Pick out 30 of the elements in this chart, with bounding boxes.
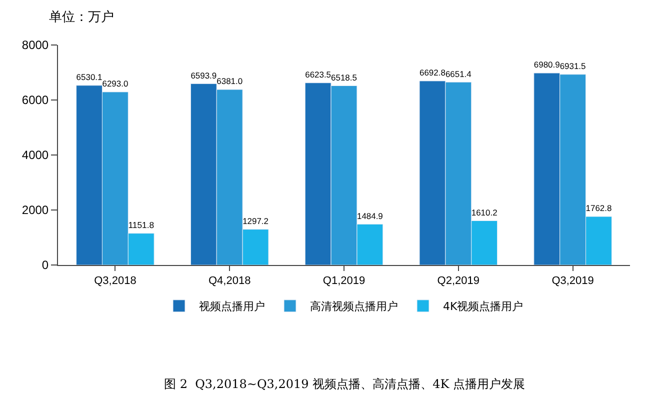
caption: 图 2 Q3,2018~Q3,2019 视频点播、高清点播、4K 点播用户发展 xyxy=(164,377,526,391)
data-label: 1610.2 xyxy=(471,207,498,218)
text: 单位：万户 xyxy=(49,10,114,25)
legend-label: 高清视频点播用户 xyxy=(310,300,398,314)
data-label: 6651.4 xyxy=(445,68,472,79)
y-tick-label: 8000 xyxy=(22,38,49,52)
y-tick-label: 4000 xyxy=(22,148,49,162)
data-label: 6518.5 xyxy=(331,72,358,82)
y-tick-label: 6000 xyxy=(22,93,49,108)
data-label: 6980.9 xyxy=(534,60,560,70)
data-label: 6593.9 xyxy=(190,70,217,80)
x-tick-label: Q2,2019 xyxy=(437,275,480,288)
data-label: 6931.5 xyxy=(560,61,586,72)
legend-label: 视频点播用户 xyxy=(199,300,265,314)
x-tick-label: Q1,2019 xyxy=(322,275,366,288)
data-label: 6381.0 xyxy=(216,76,243,86)
x-tick-label: Q4,2018 xyxy=(208,275,251,288)
x-tick-label: Q3,2018 xyxy=(94,275,136,288)
x-tick-label: Q3,2019 xyxy=(552,275,594,288)
data-label: 6293.0 xyxy=(102,78,128,89)
data-label: 1151.8 xyxy=(128,220,154,230)
y-tick-label: 0 xyxy=(42,258,49,272)
legend-label: 4K视频点播用户 xyxy=(443,300,524,314)
data-label: 1297.2 xyxy=(242,216,269,226)
data-label: 6530.1 xyxy=(76,72,103,82)
data-label: 1762.8 xyxy=(586,203,612,214)
data-label: 6692.8 xyxy=(420,68,446,78)
data-label: 1484.9 xyxy=(356,210,384,221)
data-label: 6623.5 xyxy=(305,70,332,80)
y-tick-label: 2000 xyxy=(22,203,49,218)
